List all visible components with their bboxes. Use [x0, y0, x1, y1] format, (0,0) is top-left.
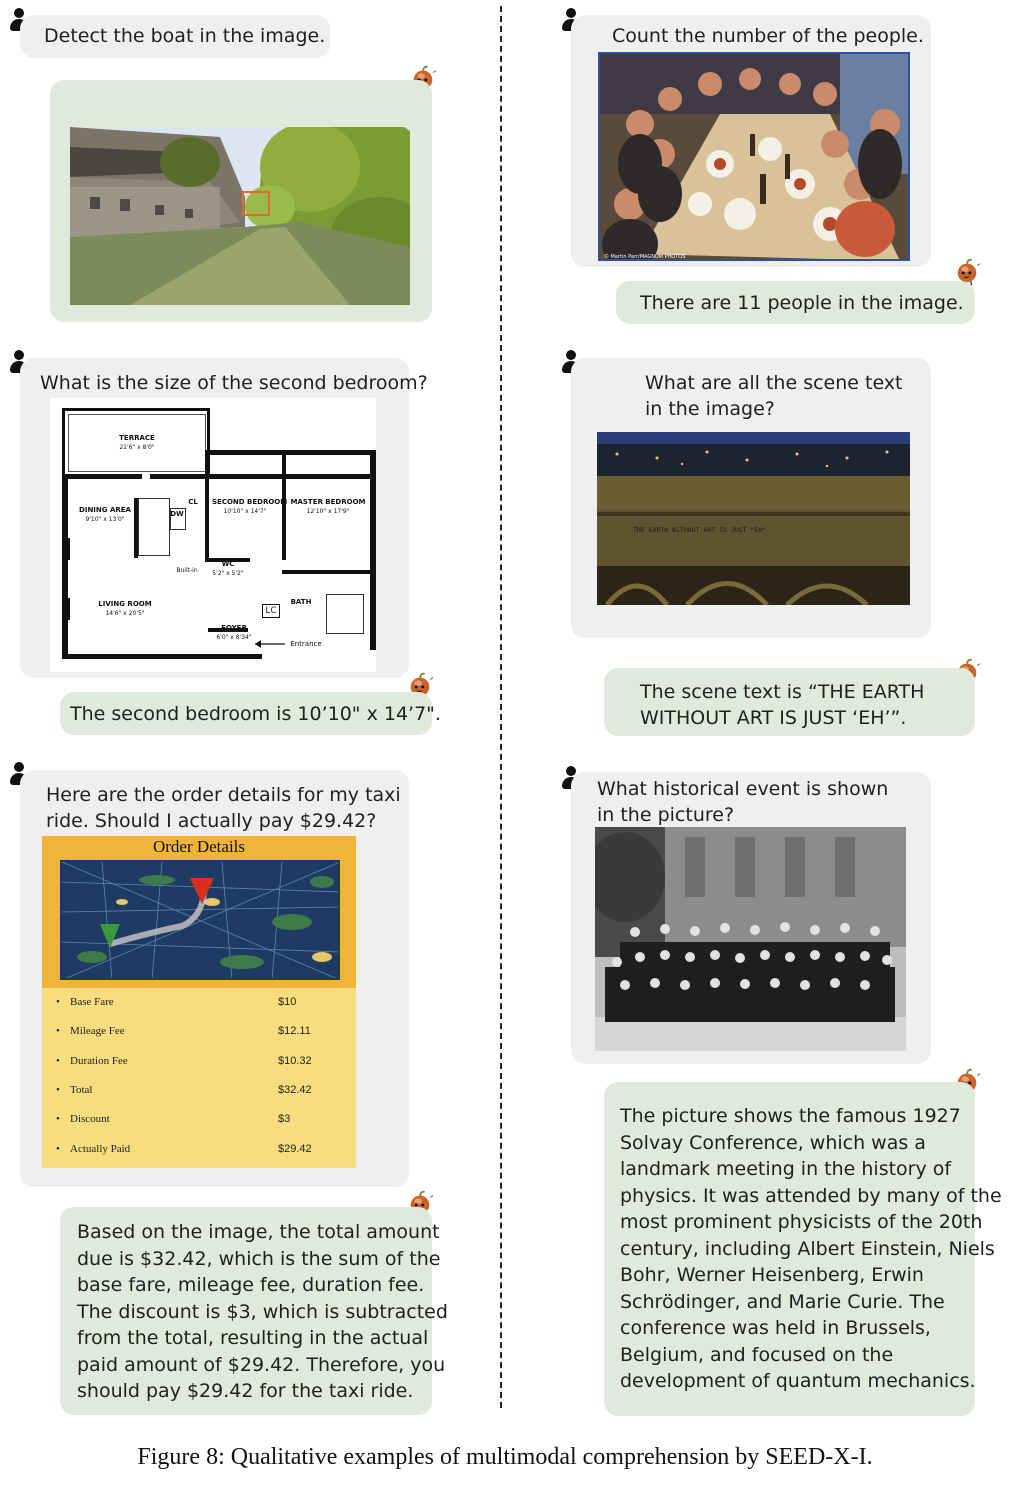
- history-answer-line: Bohr, Werner Heisenberg, Erwin: [620, 1264, 924, 1286]
- foyer-label: FOYER 6'0" x 8'34": [216, 624, 252, 641]
- solvay-photo: [595, 827, 906, 1051]
- taxi-answer-line: Based on the image, the total amount: [77, 1221, 440, 1243]
- count-question: Count the number of the people.: [612, 25, 924, 47]
- cl-label: CL: [188, 498, 198, 506]
- order-bullet: •: [56, 1113, 60, 1126]
- history-question-line-1: What historical event is shown: [597, 778, 889, 800]
- order-bullet: •: [56, 1025, 60, 1038]
- order-item-value: $12.11: [278, 1025, 311, 1038]
- master-bedroom-label: MASTER BEDROOM 12'10" x 17'9": [290, 498, 366, 515]
- bedroom-question-bubble: What is the size of the second bedroom? …: [20, 358, 428, 678]
- history-answer-line: Belgium, and focused on the: [620, 1343, 894, 1366]
- order-bullet: •: [56, 1142, 60, 1155]
- history-answer-line: physics. It was attended by many of the: [620, 1184, 1002, 1207]
- sign-text: THE EARTH WITHOUT ART IS JUST "EH": [633, 526, 766, 534]
- order-item-label: Mileage Fee: [70, 1025, 125, 1038]
- dw-label: DW: [170, 510, 184, 518]
- count-answer: There are 11 people in the image.: [640, 292, 964, 314]
- living-room-label: LIVING ROOM 14'6" x 20'5": [98, 600, 152, 617]
- column-divider: [500, 6, 502, 1408]
- bedroom-answer-bubble: The second bedroom is 10’10" x 14’7".: [60, 692, 441, 735]
- order-item-value: $32.42: [278, 1083, 312, 1096]
- count-question-bubble: Count the number of the people. © Martin…: [571, 15, 931, 267]
- order-bullet: •: [56, 1083, 60, 1096]
- entrance-label: Entrance: [290, 640, 322, 648]
- scene-answer-line-1: The scene text is “THE EARTH: [640, 681, 925, 703]
- lc-label: LC: [262, 604, 280, 618]
- boat-question: Detect the boat in the image.: [44, 25, 326, 47]
- taxi-answer-line: paid amount of $29.42. Therefore, you: [77, 1353, 446, 1376]
- bedroom-question: What is the size of the second bedroom?: [40, 372, 428, 394]
- taxi-answer-line: due is $32.42, which is the sum of the: [77, 1247, 441, 1270]
- order-item-label: Discount: [70, 1113, 110, 1126]
- order-bullet: •: [56, 1054, 60, 1067]
- taxi-answer-line: should pay $29.42 for the taxi ride.: [77, 1380, 414, 1402]
- terrace-label: TERRACE 21'6" x 8'0": [119, 434, 155, 451]
- boat-answer-bubble: [50, 80, 432, 322]
- history-answer-line: conference was held in Brussels,: [620, 1317, 931, 1339]
- second-bedroom-label: SECOND BEDROOM 10'10" x 14'7": [212, 498, 288, 515]
- builtin-label: Built-in: [176, 567, 198, 574]
- taxi-question-bubble: Here are the order details for my taxi r…: [20, 770, 409, 1187]
- taxi-question-line-1: Here are the order details for my taxi: [46, 784, 401, 806]
- scene-question-line-1: What are all the scene text: [645, 372, 903, 394]
- order-item-label: Duration Fee: [70, 1054, 128, 1067]
- figure-caption: Figure 8: Qualitative examples of multim…: [137, 1444, 873, 1470]
- history-question-line-2: in the picture?: [597, 804, 735, 826]
- dining-area-label: DINING AREA 9'10" x 13'0": [79, 506, 131, 523]
- order-bullet: •: [56, 996, 60, 1008]
- dinner-photo: © Martin Parr/MAGNUM PHOTOS: [598, 52, 910, 261]
- scene-answer-bubble: The scene text is “THE EARTH WITHOUT ART…: [604, 668, 975, 736]
- boat-question-bubble: Detect the boat in the image.: [20, 15, 330, 58]
- scene-question-bubble: What are all the scene text in the image…: [571, 358, 931, 638]
- scene-photo: THE EARTH WITHOUT ART IS JUST "EH": [597, 432, 910, 605]
- order-item-value: $3: [278, 1113, 291, 1126]
- wc-label: WC 5'2" x 5'2": [212, 560, 244, 577]
- history-answer-line: landmark meeting in the history of: [620, 1158, 952, 1180]
- order-item-label: Base Fare: [70, 996, 114, 1008]
- scene-answer-line-2: WITHOUT ART IS JUST ‘EH’”.: [640, 707, 907, 729]
- scene-question-line-2: in the image?: [645, 398, 775, 420]
- taxi-question-line-2: ride. Should I actually pay $29.42?: [46, 810, 377, 832]
- history-answer-bubble: The picture shows the famous 1927 Solvay …: [604, 1082, 1002, 1416]
- history-answer-line: most prominent physicists of the 20th: [620, 1211, 983, 1233]
- history-question-bubble: What historical event is shown in the pi…: [571, 772, 931, 1064]
- history-answer-line: development of quantum mechanics.: [620, 1370, 976, 1392]
- taxi-answer-line: The discount is $3, which is subtracted: [77, 1300, 448, 1323]
- order-item-value: $29.42: [278, 1142, 312, 1155]
- order-item-label: Actually Paid: [70, 1142, 131, 1155]
- route-map: [60, 860, 340, 980]
- bedroom-answer: The second bedroom is 10’10" x 14’7".: [70, 703, 441, 725]
- order-item-value: $10: [278, 996, 297, 1008]
- taxi-answer-bubble: Based on the image, the total amount due …: [60, 1207, 448, 1415]
- bath-label: BATH: [290, 598, 312, 606]
- history-answer-line: Schrödinger, and Marie Curie. The: [620, 1290, 945, 1313]
- order-item-label: Total: [70, 1083, 93, 1096]
- order-item-value: $10.32: [278, 1054, 312, 1067]
- floor-plan: TERRACE 21'6" x 8'0" DW CL Built-in SECON…: [50, 398, 376, 672]
- canal-photo: [70, 127, 410, 305]
- taxi-answer-line: base fare, mileage fee, duration fee.: [77, 1274, 425, 1296]
- history-answer-line: Solvay Conference, which was a: [620, 1131, 926, 1154]
- order-title: Order Details: [152, 837, 246, 856]
- history-answer-line: The picture shows the famous 1927: [620, 1105, 961, 1127]
- photo-credit: © Martin Parr/MAGNUM PHOTOS: [604, 253, 685, 260]
- order-details-card: Order Details • Base Fare $10 • Mileage Fee $…: [42, 836, 356, 1168]
- history-answer-line: century, including Albert Einstein, Niel…: [620, 1237, 995, 1260]
- taxi-answer-line: from the total, resulting in the actual: [77, 1327, 429, 1349]
- count-answer-bubble: There are 11 people in the image.: [616, 281, 975, 324]
